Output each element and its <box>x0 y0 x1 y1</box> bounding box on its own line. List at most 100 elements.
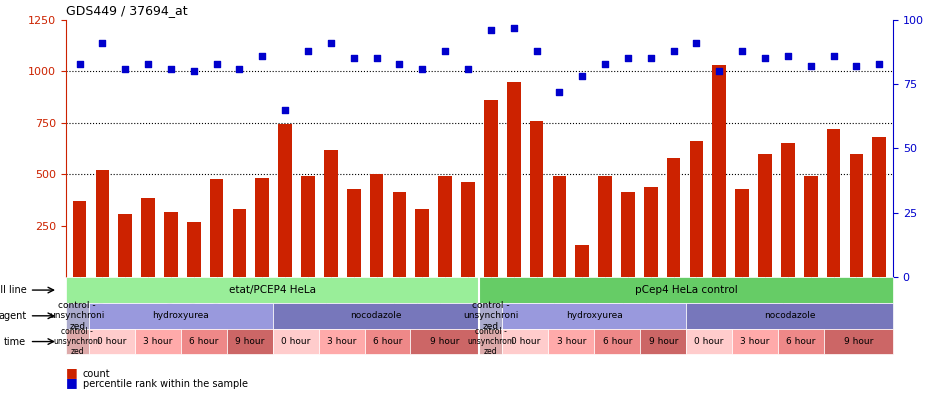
Text: hydroxyurea: hydroxyurea <box>566 311 622 320</box>
Bar <box>96 170 109 277</box>
Bar <box>529 121 543 277</box>
Bar <box>759 154 772 277</box>
Text: 6 hour: 6 hour <box>373 337 402 346</box>
Bar <box>415 209 430 277</box>
Bar <box>850 154 863 277</box>
Point <box>209 60 224 67</box>
Bar <box>666 158 681 277</box>
Point <box>232 65 247 72</box>
Bar <box>827 129 840 277</box>
Bar <box>369 174 384 277</box>
Bar <box>690 141 703 277</box>
Bar <box>232 209 246 277</box>
Bar <box>256 178 269 277</box>
Point <box>529 48 544 54</box>
Text: 3 hour: 3 hour <box>143 337 172 346</box>
Point <box>369 55 384 61</box>
Bar <box>438 176 452 277</box>
Point <box>780 53 795 59</box>
Point <box>346 55 361 61</box>
Text: 3 hour: 3 hour <box>556 337 586 346</box>
Point <box>164 65 179 72</box>
Bar <box>164 212 178 277</box>
Bar <box>72 201 86 277</box>
Bar <box>713 65 727 277</box>
Point <box>301 48 316 54</box>
Point <box>323 40 338 46</box>
Point <box>598 60 613 67</box>
Text: control -
unsynchroni
zed: control - unsynchroni zed <box>50 301 105 331</box>
Bar <box>644 187 658 277</box>
Point <box>871 60 886 67</box>
Bar <box>507 82 521 277</box>
Bar <box>210 179 224 277</box>
Text: GDS449 / 37694_at: GDS449 / 37694_at <box>66 4 187 17</box>
Point <box>255 53 270 59</box>
Bar <box>804 176 818 277</box>
Text: 0 hour: 0 hour <box>695 337 724 346</box>
Point <box>461 65 476 72</box>
Text: agent: agent <box>0 311 26 321</box>
Point <box>643 55 658 61</box>
Text: nocodazole: nocodazole <box>351 311 401 320</box>
Point <box>735 48 750 54</box>
Bar <box>324 150 337 277</box>
Text: 3 hour: 3 hour <box>741 337 770 346</box>
Text: 6 hour: 6 hour <box>603 337 632 346</box>
Point <box>620 55 635 61</box>
Bar <box>598 176 612 277</box>
Point <box>758 55 773 61</box>
Bar <box>278 124 292 277</box>
Point <box>574 73 589 80</box>
Bar <box>141 198 155 277</box>
Point <box>415 65 430 72</box>
Text: 9 hour: 9 hour <box>431 337 460 346</box>
Bar <box>553 176 566 277</box>
Text: control -
unsynchroni
zed: control - unsynchroni zed <box>463 301 519 331</box>
Bar <box>393 192 406 277</box>
Point <box>277 107 292 113</box>
Point <box>666 48 681 54</box>
Point <box>803 63 818 69</box>
Text: ■: ■ <box>66 376 78 389</box>
Text: percentile rank within the sample: percentile rank within the sample <box>83 379 248 389</box>
Text: 3 hour: 3 hour <box>327 337 356 346</box>
Text: 9 hour: 9 hour <box>235 337 264 346</box>
Point <box>392 60 407 67</box>
Bar <box>575 245 589 277</box>
Point <box>141 60 156 67</box>
Text: hydroxyurea: hydroxyurea <box>152 311 209 320</box>
Text: 0 hour: 0 hour <box>281 337 310 346</box>
Text: cell line: cell line <box>0 285 26 295</box>
Bar <box>118 214 132 277</box>
Point <box>483 27 498 33</box>
Text: 6 hour: 6 hour <box>787 337 816 346</box>
Bar <box>347 188 361 277</box>
Text: 9 hour: 9 hour <box>844 337 873 346</box>
Point <box>826 53 841 59</box>
Text: 0 hour: 0 hour <box>97 337 127 346</box>
Text: 6 hour: 6 hour <box>189 337 218 346</box>
Point <box>118 65 133 72</box>
Point <box>552 89 567 95</box>
Bar <box>301 176 315 277</box>
Bar <box>621 192 634 277</box>
Bar <box>735 188 749 277</box>
Point <box>95 40 110 46</box>
Text: count: count <box>83 369 110 379</box>
Point <box>506 24 521 30</box>
Point <box>438 48 453 54</box>
Text: etat/PCEP4 HeLa: etat/PCEP4 HeLa <box>229 285 316 295</box>
Text: control -
unsynchroni
zed: control - unsynchroni zed <box>54 327 101 356</box>
Point <box>849 63 864 69</box>
Text: pCep4 HeLa control: pCep4 HeLa control <box>634 285 738 295</box>
Text: nocodazole: nocodazole <box>764 311 815 320</box>
Bar <box>187 222 200 277</box>
Text: 0 hour: 0 hour <box>510 337 540 346</box>
Text: time: time <box>4 337 26 346</box>
Bar <box>872 137 886 277</box>
Point <box>712 68 727 74</box>
Text: control -
unsynchroni
zed: control - unsynchroni zed <box>467 327 514 356</box>
Bar <box>462 183 475 277</box>
Point <box>186 68 201 74</box>
